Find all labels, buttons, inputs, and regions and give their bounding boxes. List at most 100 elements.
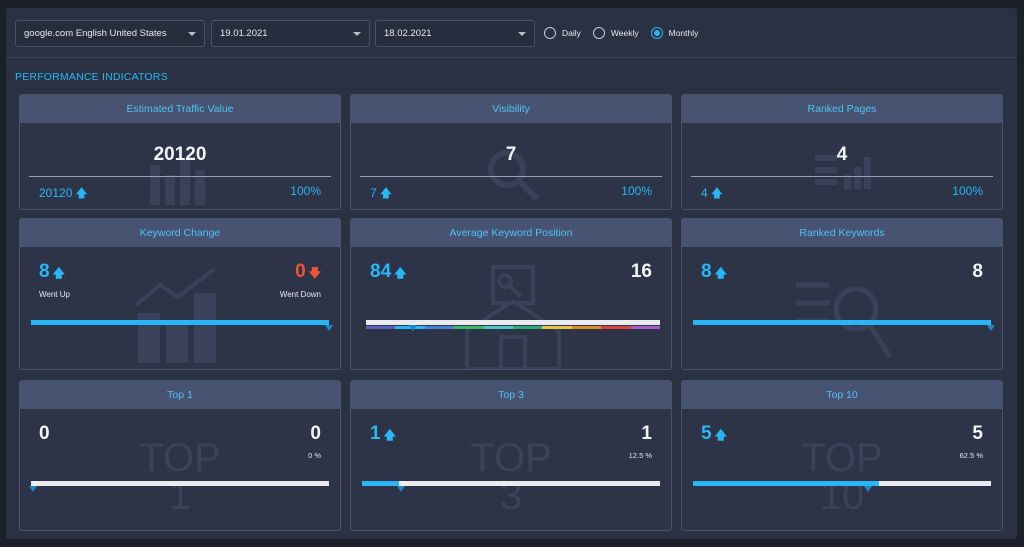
scale-segment <box>571 326 602 329</box>
avg-position-scale <box>366 326 661 329</box>
went-up-value: 8 <box>39 261 50 282</box>
top10-right: 5 <box>972 423 983 444</box>
bar-marker <box>29 486 37 492</box>
scale-segment <box>513 326 543 329</box>
top3-percent: 12.5 % <box>628 451 652 460</box>
top10-percent: 62.5 % <box>959 451 983 460</box>
keyword-change-bar <box>31 320 329 325</box>
avg-position-right: 16 <box>630 261 652 282</box>
radio-monthly[interactable]: Monthly <box>650 27 699 39</box>
top-watermark-number: 3 <box>499 474 523 518</box>
went-down-count: 0 🡇 <box>295 261 321 285</box>
end-date-value: 18.02.2021 <box>384 28 432 39</box>
card-visibility: Visibility 7 7 🡅 100% <box>350 94 672 210</box>
ranked-keywords-left: 8 🡅 <box>701 261 727 285</box>
keyword-change-bar-fill <box>31 320 329 325</box>
arrow-up-icon: 🡅 <box>52 266 65 280</box>
card-top-1: Top 1 TOP 1 0 0 0 % <box>19 380 341 531</box>
top-watermark-word: TOP <box>139 436 221 480</box>
card-average-keyword-position: Average Keyword Position 84 🡅 16 <box>350 218 672 370</box>
bar-marker <box>864 486 872 492</box>
went-up-count: 8 🡅 <box>39 261 65 285</box>
top3-bar <box>362 481 660 486</box>
arrow-up-icon: 🡅 <box>714 428 727 442</box>
card-title: Ranked Pages <box>682 95 1002 123</box>
radio-weekly-label: Weekly <box>610 28 639 38</box>
card-title: Visibility <box>351 95 671 123</box>
card-foot-left-value: 4 <box>701 186 708 200</box>
top-watermark-word: TOP <box>801 436 883 480</box>
ranked-keywords-right: 8 <box>972 261 983 282</box>
scale-segment <box>542 326 572 329</box>
avg-position-bar <box>366 320 660 325</box>
card-foot-left: 20120 🡅 <box>39 184 88 205</box>
top-watermark-word: TOP <box>470 436 552 480</box>
top1-left: 0 <box>39 423 50 444</box>
radio-monthly-circle[interactable] <box>650 27 663 39</box>
end-date-select[interactable]: 18.02.2021 <box>375 20 535 47</box>
radio-daily-circle[interactable] <box>544 27 556 39</box>
divider <box>360 176 662 177</box>
arrow-up-icon: 🡅 <box>394 266 407 280</box>
top10-left: 5 🡅 <box>701 423 727 447</box>
avg-position-left-value: 84 <box>370 261 392 282</box>
position-marker <box>409 325 417 331</box>
card-title: Average Keyword Position <box>351 219 671 247</box>
went-down-label: Went Down <box>279 290 321 299</box>
card-foot-right: 100% <box>621 184 652 198</box>
arrow-up-icon: 🡅 <box>714 266 727 280</box>
start-date-value: 19.01.2021 <box>220 28 268 39</box>
keys-search-watermark-icon <box>796 282 893 359</box>
radio-weekly-circle[interactable] <box>592 27 605 39</box>
card-title: Top 10 <box>682 381 1002 409</box>
top1-bar <box>31 481 329 486</box>
radio-weekly[interactable]: Weekly <box>592 27 639 39</box>
divider <box>29 176 331 177</box>
ranked-keywords-bar <box>693 320 991 325</box>
card-title: Keyword Change <box>20 219 340 247</box>
card-value: 7 <box>505 144 517 165</box>
top-watermark: TOP 10 <box>782 436 902 516</box>
card-foot-left-value: 7 <box>370 186 377 200</box>
card-top-3: Top 3 TOP 3 1 🡅 1 12.5 % <box>350 380 672 531</box>
start-date-select[interactable]: 19.01.2021 <box>211 20 370 47</box>
arrow-up-icon: 🡅 <box>379 186 393 200</box>
arrow-up-icon: 🡅 <box>383 428 396 442</box>
radio-daily-label: Daily <box>562 28 581 38</box>
avg-position-left: 84 🡅 <box>370 261 406 285</box>
section-title: PERFORMANCE INDICATORS <box>15 71 168 83</box>
top-watermark: TOP 3 <box>451 436 571 518</box>
toolbar: google.com English United States 19.01.2… <box>6 8 1017 58</box>
scale-segment <box>483 326 514 329</box>
ranked-keywords-left-value: 8 <box>701 261 712 282</box>
scale-segment <box>601 326 631 329</box>
card-foot-left: 7 🡅 <box>370 184 392 205</box>
radio-monthly-label: Monthly <box>668 28 699 38</box>
card-ranked-pages: Ranked Pages 4 4 🡅 100% <box>681 94 1003 210</box>
top3-bar-fill <box>362 481 400 486</box>
scale-segment <box>366 326 396 329</box>
card-title: Top 3 <box>351 381 671 409</box>
arrow-up-icon: 🡅 <box>710 186 724 200</box>
went-up-label: Went Up <box>39 290 70 299</box>
bar-marker <box>397 486 405 492</box>
card-estimated-traffic-value: Estimated Traffic Value 20120 20120 🡅 100… <box>19 94 341 210</box>
top3-left-value: 1 <box>370 423 381 444</box>
ranked-keywords-bar-fill <box>693 320 991 325</box>
arrow-down-icon: 🡇 <box>308 266 321 280</box>
site-select[interactable]: google.com English United States <box>15 20 205 47</box>
scale-segment <box>630 326 661 329</box>
growth-watermark-icon <box>134 267 216 363</box>
card-foot-right: 100% <box>952 184 983 198</box>
radio-daily[interactable]: Daily <box>544 27 581 39</box>
arrow-up-icon: 🡅 <box>75 186 88 200</box>
chevron-down-icon <box>353 31 361 36</box>
site-select-value: google.com English United States <box>24 28 167 39</box>
top3-right: 1 <box>641 423 652 444</box>
top1-right: 0 <box>310 423 321 444</box>
scale-segment <box>454 326 484 329</box>
card-ranked-keywords: Ranked Keywords 8 🡅 8 <box>681 218 1003 370</box>
card-foot-left: 4 🡅 <box>701 184 723 205</box>
went-down-value: 0 <box>295 261 306 282</box>
card-keyword-change: Keyword Change 8 🡅 Went Up 0 🡇 Went Down <box>19 218 341 370</box>
